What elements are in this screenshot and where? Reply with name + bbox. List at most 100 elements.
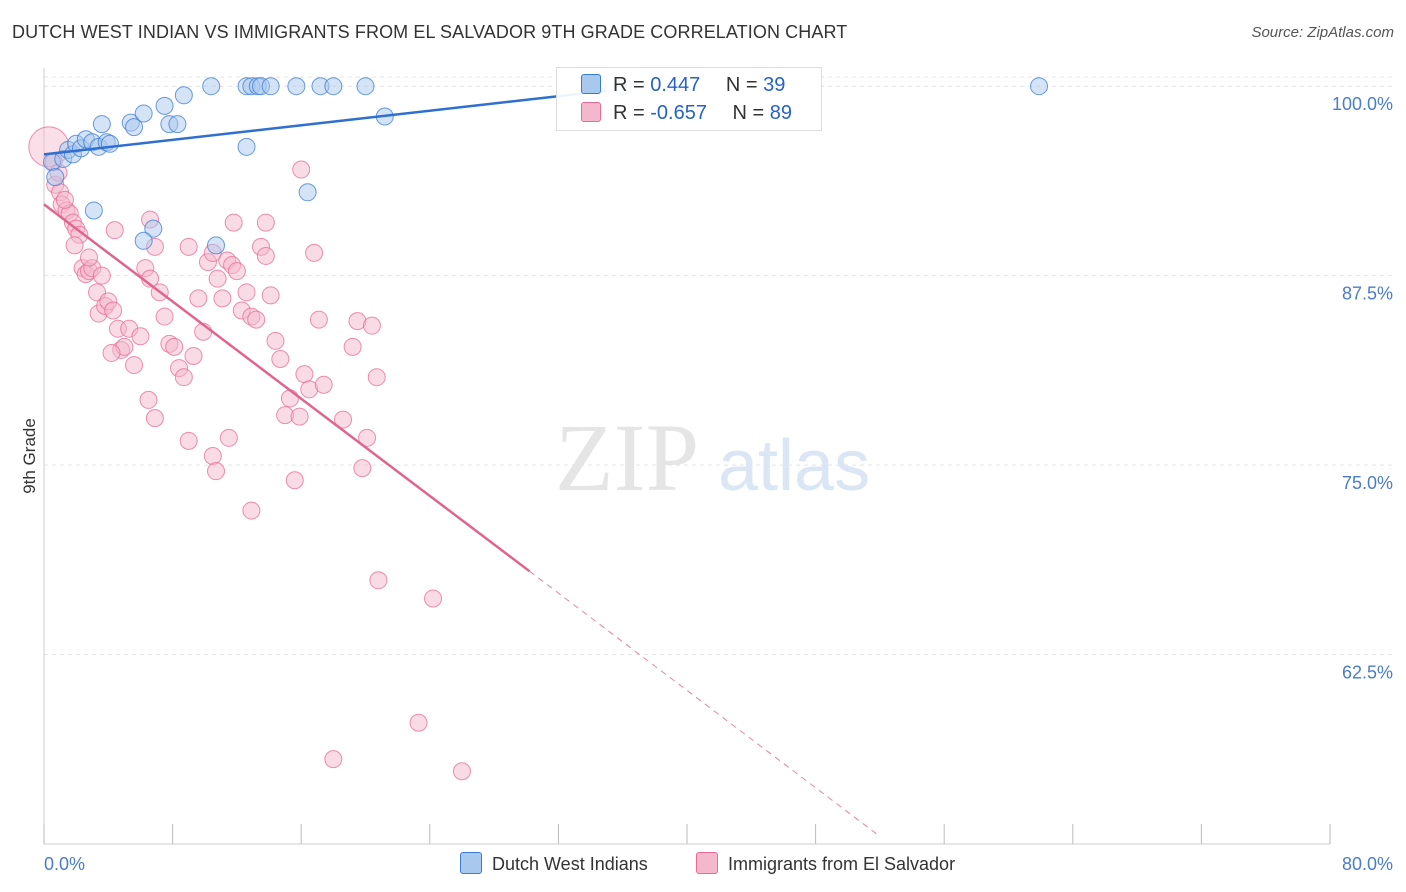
pink-point — [367, 368, 386, 387]
pink-point — [314, 375, 333, 394]
pink-point — [179, 237, 198, 256]
y-tick-label: 87.5% — [1342, 284, 1393, 304]
pink-point — [80, 248, 99, 267]
pink-point — [271, 350, 290, 368]
y-tick-label: 75.0% — [1342, 473, 1393, 493]
pink-point — [369, 571, 388, 590]
bottom-legend-pink-label: Immigrants from El Salvador — [728, 854, 956, 874]
y-axis-label: 9th Grade — [20, 418, 39, 494]
watermark-atlas: atlas — [718, 426, 870, 506]
gridlines — [44, 76, 1392, 656]
pink-point — [224, 213, 243, 232]
legend-blue-n-value: 39 — [763, 74, 786, 96]
pink-point — [139, 390, 158, 409]
pink-point — [55, 190, 74, 209]
blue-point — [298, 183, 317, 202]
bottom-legend-pink: Immigrants from El Salvador — [696, 852, 955, 875]
pink-trend-extension — [529, 570, 881, 837]
pink-point — [305, 243, 324, 262]
pink-point — [247, 310, 266, 329]
pink-point — [290, 407, 309, 426]
blue-trend-line — [43, 89, 607, 156]
pink-point — [131, 327, 150, 346]
source-label: Source: ZipAtlas.com — [1251, 24, 1394, 41]
pink-swatch — [581, 102, 601, 122]
x-tick-label-max: 80.0% — [1342, 854, 1393, 874]
y-tick-label: 62.5% — [1342, 663, 1393, 683]
legend-row-blue: R = 0.447 N = 39 — [581, 74, 785, 98]
bottom-pink-swatch — [696, 852, 718, 874]
y-tick-label: 100.0% — [1332, 94, 1393, 114]
pink-point — [104, 301, 123, 320]
blue-point — [324, 77, 343, 96]
legend-pink-r-value: -0.657 — [650, 102, 707, 124]
blue-point — [1030, 77, 1049, 96]
blue-point — [356, 77, 375, 96]
legend-blue-r-label: R = — [613, 74, 651, 96]
pink-point — [409, 713, 428, 732]
pink-point — [165, 337, 184, 356]
pink-point — [208, 269, 227, 288]
pink-point — [65, 236, 84, 255]
pink-point — [125, 356, 144, 375]
legend-pink-n-label: N = — [732, 102, 770, 124]
pink-point — [242, 501, 261, 520]
pink-point — [237, 283, 256, 302]
pink-point — [102, 343, 121, 362]
legend-pink-r-label: R = — [613, 102, 651, 124]
blue-swatch — [581, 74, 601, 94]
blue-point — [46, 168, 65, 187]
pink-point — [358, 428, 377, 447]
series-dutch-west-indians — [43, 77, 1049, 255]
axis-labels: 62.5% 75.0% 87.5% 100.0% 0.0% 80.0% 9th Grade — [20, 94, 1393, 874]
bottom-legend-blue: Dutch West Indians — [460, 852, 648, 875]
pink-point — [92, 266, 111, 285]
pink-point — [227, 262, 246, 281]
series-immigrants-el-salvador — [28, 126, 471, 781]
pink-point — [174, 368, 193, 387]
blue-point — [174, 86, 193, 105]
pink-point — [362, 316, 381, 335]
pink-point — [219, 428, 238, 447]
blue-point — [261, 77, 280, 96]
axes — [43, 68, 1331, 845]
pink-point — [353, 459, 372, 478]
blue-point — [207, 236, 226, 255]
pink-point — [203, 447, 222, 465]
chart-title: DUTCH WEST INDIAN VS IMMIGRANTS FROM EL … — [12, 22, 848, 42]
blue-point — [125, 118, 144, 137]
pink-point — [105, 221, 124, 240]
pink-point — [295, 365, 314, 384]
pink-point — [266, 331, 285, 350]
legend-row-pink: R = -0.657 N = 89 — [581, 102, 792, 126]
blue-point — [84, 201, 103, 220]
legend-blue-r-value: 0.447 — [650, 74, 701, 96]
blue-point — [287, 77, 306, 96]
pink-point — [256, 246, 275, 265]
pink-point — [280, 389, 299, 408]
pink-point — [256, 213, 275, 232]
bottom-legend-blue-label: Dutch West Indians — [492, 854, 648, 874]
blue-point — [237, 137, 256, 156]
watermark: ZIP atlas — [555, 404, 870, 511]
pink-point — [285, 471, 304, 490]
bottom-blue-swatch — [460, 852, 482, 874]
blue-point — [134, 231, 153, 250]
pink-point — [343, 337, 362, 356]
pink-point — [292, 160, 311, 179]
correlation-legend: R = 0.447 N = 39 R = -0.657 N = 89 — [556, 67, 822, 131]
blue-point — [100, 134, 119, 153]
legend-blue-n-label: N = — [725, 74, 764, 96]
pink-point — [424, 589, 443, 608]
blue-point — [92, 115, 111, 134]
pink-point — [145, 409, 164, 428]
pink-point — [155, 307, 174, 326]
pink-point — [309, 310, 328, 329]
pink-trend-line — [43, 203, 531, 573]
pink-point — [184, 346, 203, 365]
pink-point — [189, 289, 208, 308]
watermark-zip: ZIP — [555, 404, 699, 511]
pink-point — [213, 289, 232, 308]
pink-point — [261, 286, 280, 305]
